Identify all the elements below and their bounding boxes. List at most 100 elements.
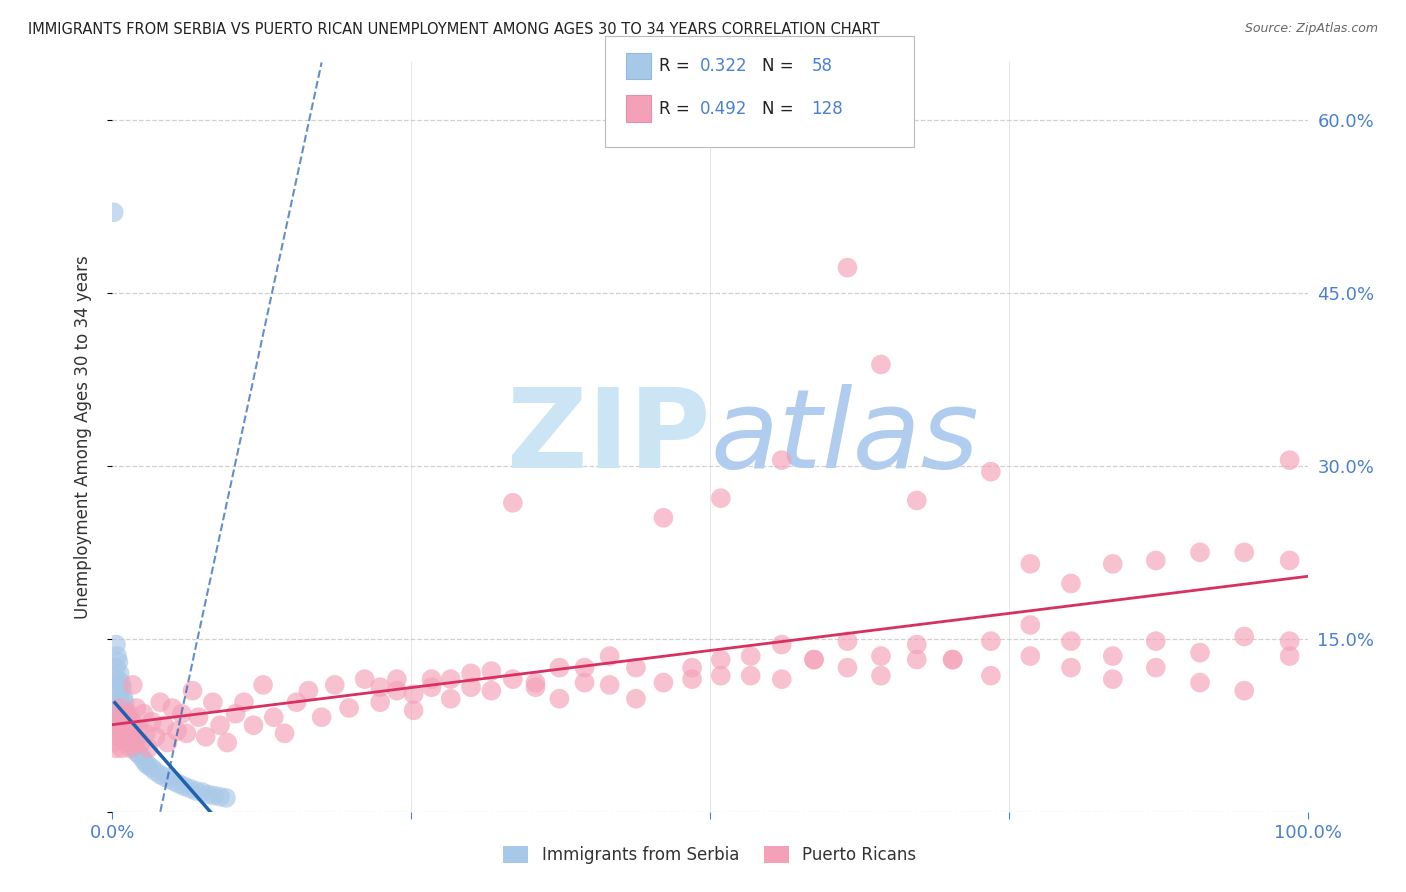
Point — [479, 683, 502, 698]
Point — [107, 655, 129, 669]
Point — [524, 680, 547, 694]
Point — [162, 701, 183, 715]
Point — [121, 732, 143, 747]
Point — [710, 669, 733, 683]
Point — [202, 789, 225, 803]
Point — [263, 710, 285, 724]
Point — [145, 764, 167, 779]
Point — [297, 683, 319, 698]
Point — [153, 718, 176, 732]
Point — [323, 678, 346, 692]
Point — [173, 780, 195, 794]
Point — [124, 735, 146, 749]
Point — [460, 666, 482, 681]
Point — [980, 669, 1002, 683]
Point — [107, 730, 129, 744]
Point — [121, 714, 143, 729]
Point — [502, 672, 524, 686]
Point — [120, 726, 142, 740]
Point — [128, 747, 150, 761]
Point — [110, 675, 132, 690]
Point — [368, 695, 391, 709]
Point — [502, 496, 524, 510]
Point — [740, 649, 762, 664]
Point — [114, 695, 135, 709]
Point — [803, 652, 825, 666]
Point — [524, 675, 547, 690]
Point — [905, 652, 928, 666]
Point — [169, 777, 191, 791]
Point — [460, 680, 482, 694]
Point — [574, 660, 596, 674]
Point — [105, 683, 128, 698]
Point — [1189, 646, 1212, 660]
Point — [124, 741, 146, 756]
Point — [112, 690, 135, 704]
Point — [117, 714, 139, 729]
Text: Source: ZipAtlas.com: Source: ZipAtlas.com — [1244, 22, 1378, 36]
Point — [105, 649, 128, 664]
Point — [107, 701, 129, 715]
Point — [870, 358, 893, 372]
Point — [870, 669, 893, 683]
Point — [115, 709, 138, 723]
Point — [112, 706, 135, 721]
Point — [215, 790, 238, 805]
Point — [163, 774, 186, 789]
Text: IMMIGRANTS FROM SERBIA VS PUERTO RICAN UNEMPLOYMENT AMONG AGES 30 TO 34 YEARS CO: IMMIGRANTS FROM SERBIA VS PUERTO RICAN U… — [28, 22, 880, 37]
Point — [159, 772, 181, 787]
Point — [197, 788, 219, 802]
Text: N =: N = — [762, 100, 793, 118]
Point — [103, 205, 125, 219]
Point — [1101, 557, 1123, 571]
Point — [153, 770, 176, 784]
Point — [125, 745, 148, 759]
Text: 0.322: 0.322 — [700, 57, 748, 75]
Point — [105, 741, 128, 756]
Point — [103, 735, 125, 749]
Point — [128, 722, 150, 736]
Point — [105, 660, 128, 674]
Point — [125, 701, 148, 715]
Point — [135, 726, 157, 740]
Point — [681, 672, 703, 686]
Point — [479, 664, 502, 678]
Point — [1233, 683, 1256, 698]
Point — [548, 660, 571, 674]
Point — [117, 706, 139, 721]
Text: R =: R = — [659, 100, 696, 118]
Point — [110, 695, 132, 709]
Point — [1278, 453, 1301, 467]
Point — [770, 672, 793, 686]
Point — [114, 726, 135, 740]
Point — [170, 706, 193, 721]
Point — [105, 638, 128, 652]
Point — [599, 649, 621, 664]
Point — [980, 465, 1002, 479]
Point — [187, 710, 209, 724]
Point — [870, 649, 893, 664]
Point — [599, 678, 621, 692]
Point — [624, 691, 647, 706]
Point — [108, 666, 131, 681]
Point — [837, 634, 859, 648]
Point — [191, 785, 214, 799]
Text: 128: 128 — [811, 100, 844, 118]
Point — [118, 721, 141, 735]
Point — [311, 710, 333, 724]
Point — [242, 718, 264, 732]
Point — [105, 695, 128, 709]
Point — [385, 672, 408, 686]
Point — [942, 652, 965, 666]
Point — [420, 672, 443, 686]
Point — [107, 718, 129, 732]
Point — [122, 718, 145, 732]
Point — [770, 453, 793, 467]
Point — [108, 690, 131, 704]
Point — [110, 724, 132, 739]
Point — [803, 652, 825, 666]
Point — [710, 491, 733, 505]
Text: 58: 58 — [811, 57, 832, 75]
Point — [368, 680, 391, 694]
Point — [111, 680, 134, 694]
